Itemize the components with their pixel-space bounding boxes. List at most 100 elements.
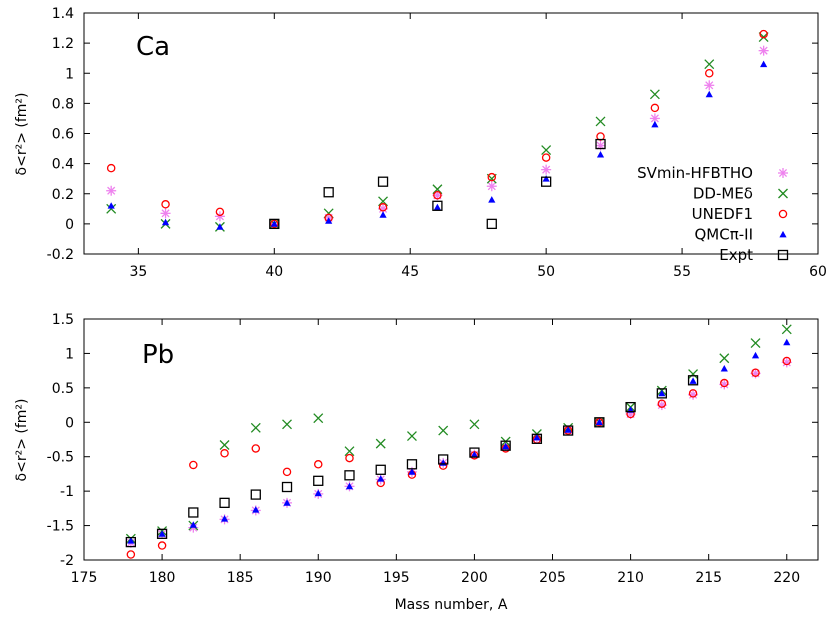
point-expt bbox=[595, 138, 606, 150]
ca-panel-label: Ca bbox=[136, 32, 170, 62]
x-tick-label: 45 bbox=[401, 264, 419, 280]
point-unedf1 bbox=[251, 444, 261, 453]
y-tick-label: -2 bbox=[60, 553, 74, 569]
y-tick-label: -0.5 bbox=[47, 450, 74, 466]
point-unedf1 bbox=[189, 460, 198, 470]
point-dd-me- bbox=[595, 116, 606, 127]
point-qmc-ii bbox=[433, 203, 442, 211]
point-expt bbox=[406, 459, 418, 470]
point-expt bbox=[323, 187, 334, 198]
point-qmc-ii bbox=[283, 499, 291, 506]
point-unedf1 bbox=[345, 453, 354, 463]
x-axis-label: Mass number, A bbox=[395, 597, 508, 613]
point-dd-me- bbox=[719, 353, 730, 364]
point-dd-me- bbox=[313, 413, 324, 424]
point-expt bbox=[625, 401, 636, 413]
point-unedf1 bbox=[759, 29, 768, 39]
ca-data-marks bbox=[106, 29, 769, 232]
point-dd-me- bbox=[541, 145, 552, 156]
point-expt bbox=[438, 454, 449, 465]
legend-marker bbox=[777, 249, 789, 261]
pb-data-marks bbox=[125, 324, 792, 559]
point-dd-me- bbox=[688, 369, 699, 380]
x-tick-label: 60 bbox=[809, 264, 827, 280]
point-unedf1 bbox=[161, 200, 170, 209]
y-tick-label: 1 bbox=[65, 346, 74, 362]
point-dd-me- bbox=[406, 431, 417, 442]
point-expt bbox=[469, 447, 480, 458]
point-dd-me- bbox=[219, 440, 230, 450]
point-qmc-ii bbox=[325, 217, 333, 224]
point-expt bbox=[540, 176, 552, 187]
point-expt bbox=[500, 440, 511, 451]
point-svmin-hfbtho bbox=[541, 164, 552, 175]
point-unedf1 bbox=[215, 207, 225, 217]
point-unedf1 bbox=[106, 163, 116, 173]
y-tick-label: 0.6 bbox=[52, 127, 74, 143]
y-tick-label: 0.4 bbox=[52, 157, 74, 173]
point-dd-me- bbox=[375, 438, 386, 449]
x-tick-label: 205 bbox=[539, 570, 566, 586]
legend: SVmin-HFBTHO DD-MEδ UNEDF1 QMCπ-II Expt bbox=[637, 164, 789, 264]
point-unedf1 bbox=[720, 378, 729, 388]
point-expt bbox=[313, 475, 324, 486]
x-tick-label: 55 bbox=[673, 264, 691, 280]
point-qmc-ii bbox=[161, 218, 170, 226]
x-tick-label: 220 bbox=[773, 570, 800, 586]
point-expt bbox=[432, 200, 443, 211]
point-unedf1 bbox=[314, 460, 323, 469]
point-qmc-ii bbox=[705, 90, 713, 98]
point-expt bbox=[269, 218, 280, 230]
point-expt bbox=[375, 464, 386, 475]
ca-panel: Ca δ<r²> (fm²) 35 40 45 50 55 60 -0.2 0 0.2 0.4 0.… bbox=[14, 6, 827, 280]
point-qmc-ii bbox=[542, 175, 550, 182]
x-tick-label: 40 bbox=[265, 264, 283, 280]
point-dd-me- bbox=[781, 324, 792, 335]
point-expt bbox=[156, 528, 168, 539]
pb-panel-label: Pb bbox=[142, 340, 174, 370]
point-unedf1 bbox=[433, 191, 442, 200]
point-expt bbox=[377, 176, 389, 187]
x-tick-label: 210 bbox=[617, 570, 644, 586]
point-dd-me- bbox=[469, 419, 480, 430]
point-qmc-ii bbox=[751, 351, 760, 359]
point-qmc-ii bbox=[158, 530, 166, 537]
y-tick-label: 0.2 bbox=[52, 187, 74, 203]
point-expt bbox=[531, 433, 543, 444]
point-dd-me- bbox=[344, 446, 355, 457]
x-tick-label: 35 bbox=[129, 264, 147, 280]
point-qmc-ii bbox=[377, 475, 385, 482]
point-expt bbox=[687, 375, 699, 386]
point-qmc-ii bbox=[216, 223, 224, 230]
point-qmc-ii bbox=[107, 202, 115, 209]
point-qmc-ii bbox=[689, 377, 697, 384]
x-tick-label: 185 bbox=[227, 570, 254, 586]
point-qmc-ii bbox=[595, 418, 603, 426]
point-svmin-hfbtho bbox=[106, 185, 117, 196]
x-tick-label: 200 bbox=[461, 570, 488, 586]
point-qmc-ii bbox=[252, 506, 260, 513]
y-tick-label: 0 bbox=[65, 217, 74, 233]
point-expt bbox=[656, 388, 667, 399]
point-qmc-ii bbox=[345, 482, 354, 490]
point-dd-me- bbox=[378, 196, 388, 207]
legend-marker bbox=[778, 188, 788, 199]
point-qmc-ii bbox=[470, 451, 479, 458]
point-unedf1 bbox=[705, 69, 714, 78]
point-svmin-hfbtho bbox=[704, 80, 715, 91]
y-tick-label: 0.5 bbox=[52, 381, 74, 397]
ca-y-axis-label: δ<r²> (fm²) bbox=[14, 93, 30, 176]
pb-y-axis-label: δ<r²> (fm²) bbox=[14, 399, 30, 482]
y-tick-label: 1.4 bbox=[52, 6, 74, 22]
y-tick-label: 0.8 bbox=[52, 96, 74, 112]
point-qmc-ii bbox=[564, 426, 572, 433]
x-tick-label: 190 bbox=[305, 570, 332, 586]
legend-label: DD-MEδ bbox=[693, 185, 753, 203]
point-qmc-ii bbox=[379, 211, 387, 218]
point-unedf1 bbox=[126, 550, 136, 559]
y-tick-label: 1.5 bbox=[52, 312, 74, 328]
legend-label: QMCπ-II bbox=[694, 226, 753, 244]
point-qmc-ii bbox=[658, 389, 666, 397]
legend-label: UNEDF1 bbox=[692, 205, 753, 223]
point-unedf1 bbox=[782, 356, 792, 366]
